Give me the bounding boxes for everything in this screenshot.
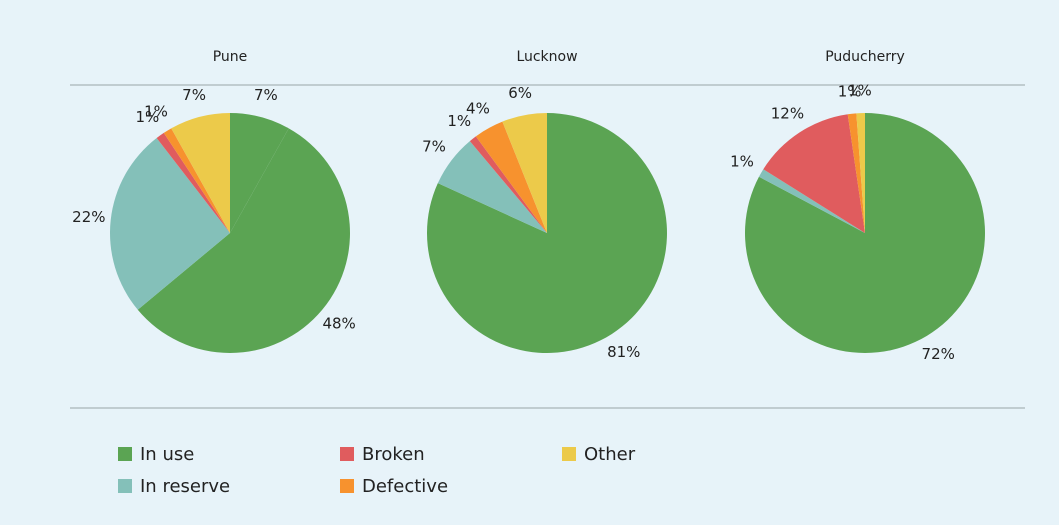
pie-slice — [137, 128, 350, 353]
data-label: 7% — [182, 86, 206, 104]
data-label: 4% — [466, 99, 490, 117]
data-label: 7% — [254, 86, 278, 104]
pie-slice — [426, 113, 667, 354]
pie-slice — [171, 113, 230, 233]
data-label: 1% — [730, 153, 754, 171]
data-label: 48% — [322, 314, 355, 332]
pie-slice — [156, 132, 230, 233]
legend-label: Broken — [362, 444, 425, 465]
pie-slice — [230, 113, 289, 233]
legend-label: In reserve — [140, 476, 230, 497]
data-label: 1% — [447, 112, 471, 130]
data-label: 12% — [771, 105, 804, 123]
pie-title: Lucknow — [516, 49, 577, 65]
pie-slice — [763, 114, 865, 233]
pie-slice — [437, 141, 547, 233]
legend-swatch — [340, 479, 354, 493]
legend-swatch — [118, 479, 132, 493]
data-label: 81% — [607, 343, 640, 361]
data-label: 1% — [135, 108, 159, 126]
pie-slice — [745, 113, 986, 353]
data-label: 22% — [72, 208, 105, 226]
pie-slice — [856, 113, 865, 233]
data-label: 7% — [422, 138, 446, 156]
pie-slice — [109, 138, 230, 310]
pie-slice — [475, 121, 547, 233]
pie-slice — [163, 128, 230, 233]
pie-title: Pune — [213, 49, 248, 65]
pie-slice — [758, 169, 865, 233]
data-label: 1% — [838, 82, 862, 100]
pie-slice — [847, 113, 865, 233]
data-label: 1% — [144, 102, 168, 120]
legend-swatch — [118, 447, 132, 461]
data-label: 72% — [922, 345, 955, 363]
data-label: 6% — [508, 84, 532, 102]
legend-swatch — [340, 447, 354, 461]
legend-label: Defective — [362, 476, 448, 497]
legend-label: Other — [584, 444, 636, 465]
pie-title: Puducherry — [825, 49, 905, 65]
pie-slice — [469, 136, 547, 233]
legend-label: In use — [140, 444, 194, 465]
data-label: 1% — [848, 82, 872, 100]
pie-slice — [502, 113, 547, 233]
legend-swatch — [562, 447, 576, 461]
